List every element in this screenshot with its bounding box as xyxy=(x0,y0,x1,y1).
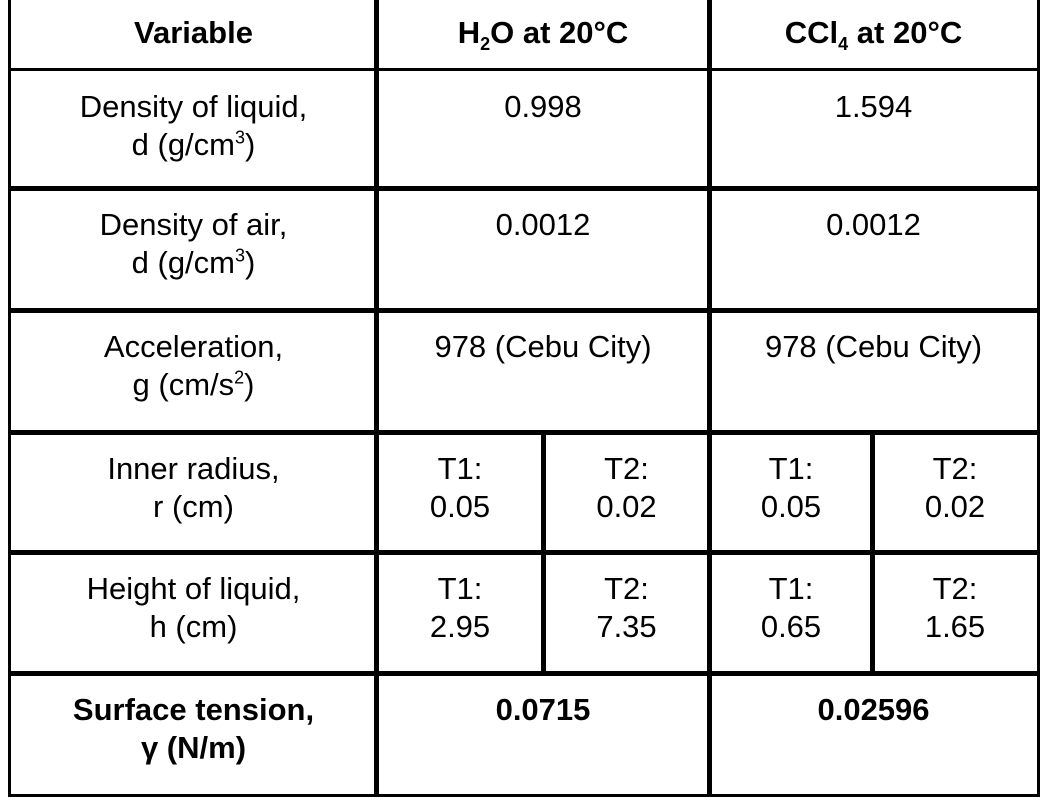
v: 0.0012 xyxy=(826,207,921,242)
cell-h2o-t2: T2: 7.35 xyxy=(541,550,712,676)
v: 1.594 xyxy=(834,89,913,124)
row-label: Density of liquid, d (g/cm3) xyxy=(8,68,379,191)
l2: γ (N/m) xyxy=(140,730,247,765)
cell-h2o: 978 (Cebu City) xyxy=(374,308,712,435)
cell-ccl4-t2: T2: 0.02 xyxy=(870,430,1040,555)
v: 0.05 xyxy=(760,489,822,524)
cell-h2o-t1: T1: 2.95 xyxy=(374,550,546,676)
l2: r (cm) xyxy=(153,489,234,524)
v: 0.65 xyxy=(760,609,822,644)
t: T1: xyxy=(437,451,483,486)
v: 2.95 xyxy=(429,609,491,644)
cell-ccl4: 1.594 xyxy=(707,68,1040,191)
header-text: Variable xyxy=(134,15,253,50)
v: 0.02 xyxy=(596,489,657,524)
cell-h2o: 0.0012 xyxy=(374,186,712,313)
l1: Inner radius, xyxy=(107,451,280,486)
l1: Density of air, xyxy=(99,207,288,242)
l2: d (g/cm3) xyxy=(11,244,376,282)
t: T2: xyxy=(932,571,978,606)
cell-ccl4-t2: T2: 1.65 xyxy=(870,550,1040,676)
v: 0.05 xyxy=(429,489,491,524)
cell-h2o-t1: T1: 0.05 xyxy=(374,430,546,555)
l1: Acceleration, xyxy=(103,329,284,364)
row-label: Inner radius, r (cm) xyxy=(8,430,379,555)
row-label: Height of liquid, h (cm) xyxy=(8,550,379,676)
row-label: Surface tension, γ (N/m) xyxy=(8,671,379,797)
h: at 20°C xyxy=(848,15,963,50)
v: 7.35 xyxy=(596,609,657,644)
sup: 3 xyxy=(235,245,246,266)
v: 0.02 xyxy=(924,489,986,524)
t: T1: xyxy=(768,451,814,486)
l1: Height of liquid, xyxy=(86,571,301,606)
v: 0.0012 xyxy=(495,207,591,242)
v: 1.65 xyxy=(924,609,986,644)
t: T1: xyxy=(437,571,483,606)
cell-ccl4: 0.02596 xyxy=(707,671,1040,797)
l1: Density of liquid, xyxy=(79,89,308,124)
t: g (cm/s xyxy=(132,367,235,402)
l2: d (g/cm3) xyxy=(11,126,376,164)
v: 978 (Cebu City) xyxy=(434,329,652,364)
t: d (g/cm xyxy=(131,127,235,162)
cell-h2o: 0.0715 xyxy=(374,671,712,797)
t: ) xyxy=(244,367,255,402)
row-label: Acceleration, g (cm/s2) xyxy=(8,308,379,435)
v: 0.0715 xyxy=(495,692,591,727)
row-label: Density of air, d (g/cm3) xyxy=(8,186,379,313)
cell-h2o-t2: T2: 0.02 xyxy=(541,430,712,555)
cell-ccl4-t1: T1: 0.05 xyxy=(707,430,875,555)
cell-h2o: 0.998 xyxy=(374,68,712,191)
v: 0.02596 xyxy=(817,692,930,727)
v: 0.998 xyxy=(504,89,582,124)
t: ) xyxy=(245,245,256,280)
v: 978 (Cebu City) xyxy=(764,329,983,364)
l2: g (cm/s2) xyxy=(11,366,376,404)
sup: 3 xyxy=(235,127,246,148)
h: CCl xyxy=(784,15,839,50)
t: d (g/cm xyxy=(131,245,235,280)
h: H xyxy=(457,15,481,50)
l2: h (cm) xyxy=(149,609,238,644)
cell-ccl4-t1: T1: 0.65 xyxy=(707,550,875,676)
sub: 4 xyxy=(838,34,849,55)
sub: 2 xyxy=(480,34,491,55)
cell-ccl4: 978 (Cebu City) xyxy=(707,308,1040,435)
t: ) xyxy=(245,127,256,162)
l1: Surface tension, xyxy=(72,692,315,727)
sup: 2 xyxy=(234,367,245,388)
h: O at 20°C xyxy=(490,15,629,50)
header-variable: Variable xyxy=(8,0,379,71)
t: T1: xyxy=(768,571,814,606)
cell-ccl4: 0.0012 xyxy=(707,186,1040,313)
header-ccl4: CCl4 at 20°C xyxy=(707,0,1040,71)
t: T2: xyxy=(604,451,649,486)
t: T2: xyxy=(932,451,978,486)
t: T2: xyxy=(604,571,649,606)
header-h2o: H2O at 20°C xyxy=(374,0,712,71)
